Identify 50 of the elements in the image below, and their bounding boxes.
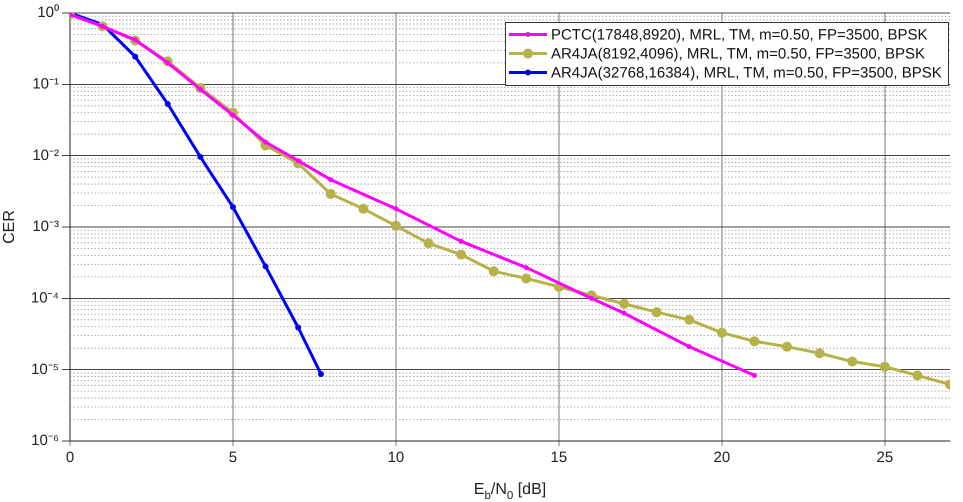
point [880, 362, 890, 372]
x-tick-label: 5 [228, 449, 238, 466]
point [749, 336, 760, 346]
x-tick-label: 10 [388, 449, 404, 466]
y-tick-label: 10⁻³ [32, 218, 59, 236]
point [622, 310, 627, 316]
point [752, 372, 757, 378]
point [390, 220, 401, 231]
x-tick-label: 25 [876, 449, 894, 466]
point [197, 154, 204, 160]
point [458, 238, 464, 244]
point [358, 204, 368, 214]
y-tick-label: 10⁻⁶ [31, 432, 59, 450]
x-tick-label: 0 [66, 449, 74, 466]
point [847, 356, 858, 367]
y-tick-label: 10⁰ [37, 4, 59, 22]
point [619, 298, 630, 309]
point [488, 266, 499, 276]
point [814, 348, 825, 358]
point [295, 324, 302, 331]
legend-label: AR4JA(8192,4096), MRL, TM, m=0.50, FP=3500, BPSK [550, 46, 926, 63]
point [393, 206, 398, 212]
y-axis-title: CER [1, 210, 18, 244]
point [263, 140, 268, 145]
point [782, 342, 792, 352]
point [132, 54, 138, 60]
point [652, 307, 662, 318]
point [521, 273, 532, 284]
point [716, 328, 727, 338]
point [326, 189, 336, 200]
x-tick-label: 15 [550, 449, 568, 466]
point [318, 370, 324, 377]
point [424, 238, 434, 248]
point [164, 101, 171, 107]
point [912, 370, 922, 380]
point [328, 177, 334, 182]
point [524, 265, 529, 270]
point [230, 204, 236, 210]
point [686, 344, 692, 350]
y-tick-label: 10⁻² [32, 146, 59, 164]
legend-label: PCTC(17848,8920), MRL, TM, m=0.50, FP=3500, BPSK [550, 26, 928, 44]
point [684, 314, 694, 325]
point [262, 263, 269, 270]
point [456, 250, 466, 260]
x-tick-label: 20 [714, 449, 730, 466]
y-tick-label: 10⁻¹ [32, 75, 59, 92]
y-tick-label: 10⁻⁴ [30, 289, 59, 306]
legend-label: AR4JA(32768,16384), MRL, TM, m=0.50, FP=3500, BPSK [550, 64, 942, 82]
point [588, 296, 594, 301]
y-tick-label: 10⁻⁵ [31, 360, 59, 378]
